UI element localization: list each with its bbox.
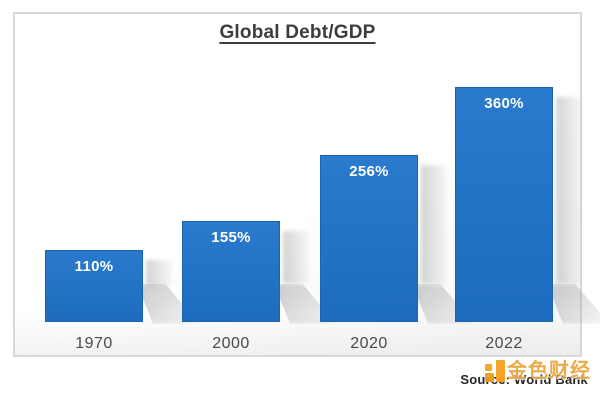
bar-2020: 256%: [320, 155, 418, 322]
bar-group-2000: 155% 2000: [182, 14, 336, 355]
bar-shadow-side: [421, 165, 447, 284]
bar-group-2022: 360% 2022: [455, 14, 600, 355]
x-axis-label-2020: 2020: [350, 335, 388, 352]
bar-value-label: 256%: [349, 163, 389, 180]
x-axis-label-2022: 2022: [485, 335, 523, 352]
bar-2022: 360%: [455, 87, 553, 322]
x-axis-label-2000: 2000: [212, 335, 250, 352]
bar-shadow-side: [146, 260, 172, 286]
bar-value-label: 360%: [484, 95, 524, 112]
bar-shadow-floor: [547, 284, 600, 324]
plot-area: 110% 1970 155% 2000 256% 2020: [15, 14, 600, 355]
bar-value-label: 110%: [74, 258, 114, 275]
bar-group-1970: 110% 1970: [45, 14, 199, 355]
source-note: Source: World Bank: [460, 372, 588, 387]
bar-value-label: 155%: [211, 229, 251, 246]
bar-group-2020: 256% 2020: [320, 14, 474, 355]
chart-title: Global Debt/GDP: [219, 22, 376, 43]
bar-shadow-side: [283, 231, 309, 284]
bar-shadow-side: [556, 97, 582, 284]
bar-2000: 155%: [182, 221, 280, 322]
chart-frame: Global Debt/GDP 110% 1970 155% 2000: [13, 12, 600, 357]
bar-1970: 110%: [45, 250, 143, 322]
x-axis-label-1970: 1970: [75, 335, 113, 352]
